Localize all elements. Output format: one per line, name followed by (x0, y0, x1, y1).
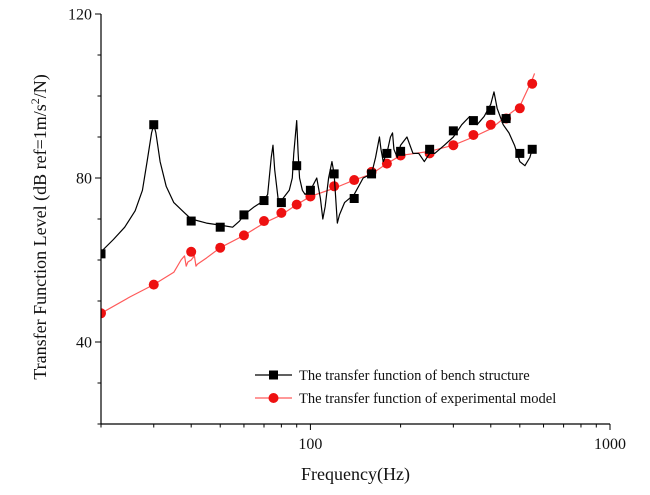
bench-marker-15 (448, 126, 458, 136)
y-axis-title-prefix: Transfer Function Level (dB ref=1m/s (30, 104, 51, 379)
bench-marker-13 (396, 146, 406, 156)
x-tick-label-0: 100 (298, 436, 322, 453)
model-marker-17 (485, 119, 496, 130)
bench-marker-1 (149, 120, 159, 130)
model-marker-9 (329, 181, 340, 192)
model-marker-15 (448, 140, 459, 151)
model-marker-7 (291, 199, 302, 210)
bench-marker-20 (527, 144, 537, 154)
x-tick-label-1: 1000 (594, 436, 626, 453)
model-marker-1 (148, 279, 159, 290)
bench-marker-3 (215, 222, 225, 232)
y-axis-title: Transfer Function Level (dB ref=1m/s2/N) (28, 74, 51, 379)
legend-marker-model (268, 393, 279, 403)
model-marker-12 (381, 158, 392, 169)
bench-marker-2 (186, 216, 196, 226)
model-marker-16 (468, 129, 479, 140)
bench-marker-12 (382, 148, 392, 158)
bench-marker-8 (305, 185, 315, 195)
model-marker-2 (186, 246, 197, 257)
bench-marker-4 (239, 210, 249, 220)
bench-marker-6 (276, 198, 286, 208)
bench-marker-17 (486, 105, 496, 115)
model-marker-0 (101, 308, 106, 319)
bench-marker-11 (367, 169, 377, 179)
bench-marker-5 (259, 196, 269, 206)
legend-label-bench: The transfer function of bench structure (299, 368, 530, 384)
x-axis-title: Frequency(Hz) (301, 464, 410, 485)
y-tick-label-0: 40 (76, 335, 92, 352)
y-tick-label-2: 120 (68, 7, 92, 24)
series-layer (101, 73, 538, 319)
bench-marker-7 (292, 161, 302, 171)
model-marker-19 (514, 103, 525, 114)
bench-marker-0 (101, 249, 106, 259)
bench-marker-19 (515, 148, 525, 158)
plot-area (101, 14, 610, 424)
y-axis-title-suffix: /N) (30, 74, 51, 98)
axes-layer: 40 80 120 100 1000 (68, 7, 626, 454)
bench-marker-14 (425, 144, 435, 154)
model-marker-10 (349, 175, 360, 186)
plot-background (101, 14, 610, 424)
bench-marker-9 (329, 169, 339, 179)
y-tick-label-1: 80 (76, 171, 92, 188)
bench-marker-18 (501, 114, 511, 124)
model-marker-20 (527, 78, 538, 89)
model-marker-4 (238, 230, 249, 241)
model-marker-5 (258, 216, 269, 227)
bench-marker-10 (349, 194, 359, 203)
model-marker-3 (215, 242, 226, 253)
y-axis-title-superscript: 2 (28, 98, 42, 104)
legend-label-model: The transfer function of experimental mo… (299, 391, 556, 407)
model-marker-6 (276, 207, 287, 218)
legend: The transfer function of bench structure… (255, 368, 556, 407)
bench-marker-16 (468, 116, 478, 126)
legend-marker-bench (269, 370, 278, 380)
